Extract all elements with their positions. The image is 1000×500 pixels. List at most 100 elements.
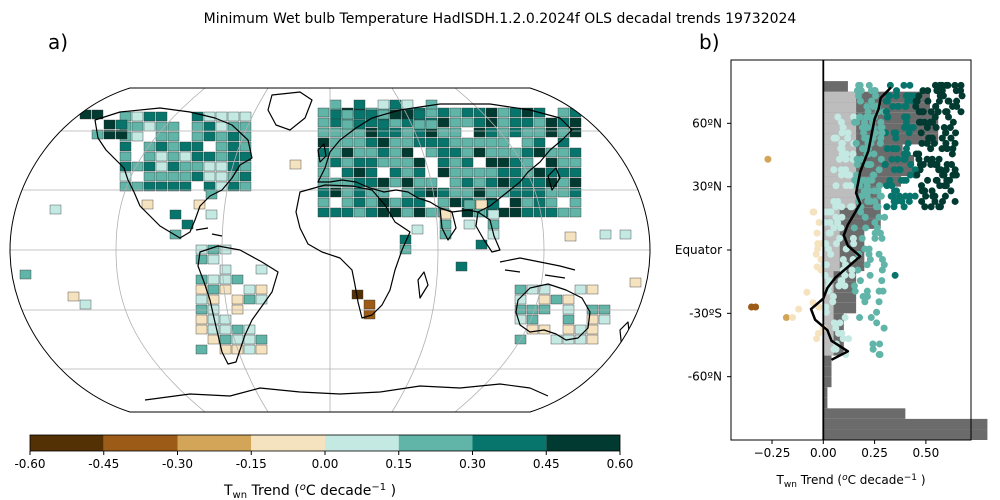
zonal-point bbox=[935, 166, 943, 174]
coast-south-america bbox=[197, 245, 279, 365]
zonal-bar-light bbox=[823, 260, 840, 272]
colorbar-segment bbox=[325, 435, 399, 451]
grid-cell bbox=[437, 127, 450, 138]
zonal-point bbox=[837, 118, 845, 126]
zonal-point bbox=[935, 97, 943, 105]
grid-cell bbox=[557, 187, 570, 198]
grid-cell bbox=[377, 137, 390, 148]
zonal-bar-light bbox=[823, 123, 857, 134]
zonal-point bbox=[838, 139, 846, 147]
zonal-point bbox=[844, 134, 852, 142]
grid-cell bbox=[255, 344, 268, 355]
zonal-point bbox=[837, 224, 845, 232]
zonal-point bbox=[869, 345, 877, 353]
zonal-bar-light bbox=[823, 133, 857, 145]
grid-cell bbox=[19, 269, 32, 280]
grid-cell bbox=[485, 147, 498, 158]
grid-cell bbox=[526, 304, 539, 315]
grid-cell bbox=[365, 157, 378, 168]
panel-label-b: b) bbox=[699, 30, 720, 54]
grid-cell bbox=[341, 197, 354, 208]
grid-cell bbox=[557, 207, 570, 218]
grid-cell bbox=[215, 161, 228, 172]
zonal-point bbox=[832, 203, 840, 211]
grid-cell bbox=[411, 224, 424, 235]
grid-cell bbox=[377, 147, 390, 158]
grid-cell bbox=[207, 254, 220, 265]
zonal-point bbox=[812, 250, 820, 258]
zonal-point bbox=[836, 234, 844, 242]
zonal-point bbox=[944, 113, 952, 121]
grid-cell bbox=[574, 324, 587, 335]
zonal-point bbox=[904, 97, 912, 105]
grid-cell bbox=[401, 167, 414, 178]
zonal-bar bbox=[823, 155, 915, 166]
zonal-point bbox=[936, 182, 944, 190]
grid-cell bbox=[169, 209, 182, 220]
grid-cell bbox=[219, 244, 232, 255]
grid-cell bbox=[413, 177, 426, 188]
zonal-point bbox=[871, 234, 879, 242]
grid-cell bbox=[497, 127, 510, 138]
zonal-point bbox=[856, 314, 864, 322]
grid-cell bbox=[449, 127, 462, 138]
grid-cell bbox=[461, 107, 474, 118]
zonal-point bbox=[856, 97, 864, 105]
grid-cell bbox=[437, 157, 450, 168]
grid-cell bbox=[179, 171, 192, 182]
grid-cell bbox=[473, 177, 486, 188]
grid-cell bbox=[205, 209, 218, 220]
zonal-point bbox=[764, 155, 772, 163]
grid-cell bbox=[449, 107, 462, 118]
grid-cell bbox=[155, 171, 168, 182]
zonal-bar bbox=[823, 376, 832, 388]
zonal-point bbox=[870, 187, 878, 195]
zonal-point bbox=[850, 240, 858, 248]
zonal-point bbox=[938, 145, 946, 153]
grid-cell bbox=[255, 294, 268, 305]
zonal-point bbox=[855, 81, 863, 89]
colorbar-segment bbox=[472, 435, 547, 451]
zonal-point bbox=[825, 245, 833, 253]
panel-label-a: a) bbox=[48, 30, 69, 54]
grid-cell bbox=[401, 109, 414, 120]
grid-cell bbox=[329, 99, 342, 110]
grid-cell bbox=[155, 151, 168, 162]
grid-cell bbox=[353, 197, 366, 208]
zonal-point bbox=[900, 155, 908, 163]
zonal-point bbox=[927, 108, 935, 116]
grid-cell bbox=[239, 121, 252, 132]
zonal-bar-light bbox=[823, 91, 857, 103]
grid-cell bbox=[521, 117, 534, 128]
zonal-bar bbox=[823, 218, 881, 229]
grid-cell bbox=[231, 274, 244, 285]
zonal-point bbox=[886, 176, 894, 184]
zonal-point bbox=[852, 139, 860, 147]
grid-cell bbox=[521, 187, 534, 198]
zonal-point bbox=[869, 171, 877, 179]
zonal-point bbox=[932, 124, 940, 132]
grid-cell bbox=[203, 171, 216, 182]
grid-cell bbox=[401, 127, 414, 138]
grid-cell bbox=[538, 294, 551, 305]
zonal-point bbox=[849, 234, 857, 242]
zonal-bar-light bbox=[823, 323, 834, 335]
zonal-point bbox=[878, 124, 886, 132]
grid-cell bbox=[365, 117, 378, 128]
zonal-point bbox=[832, 324, 840, 332]
grid-cell bbox=[401, 157, 414, 168]
zonal-point bbox=[938, 134, 946, 142]
zonal-x-tick-label: 0.00 bbox=[810, 446, 837, 460]
grid-cell bbox=[473, 167, 486, 178]
grid-cell bbox=[155, 181, 168, 192]
grid-cell bbox=[167, 171, 180, 182]
zonal-point bbox=[849, 150, 857, 158]
grid-cell bbox=[207, 274, 220, 285]
zonal-point bbox=[861, 298, 869, 306]
zonal-point bbox=[901, 192, 909, 200]
grid-cell bbox=[143, 181, 156, 192]
zonal-point bbox=[905, 129, 913, 137]
grid-cell bbox=[215, 121, 228, 132]
zonal-point bbox=[876, 340, 884, 348]
grid-cell bbox=[203, 131, 216, 142]
